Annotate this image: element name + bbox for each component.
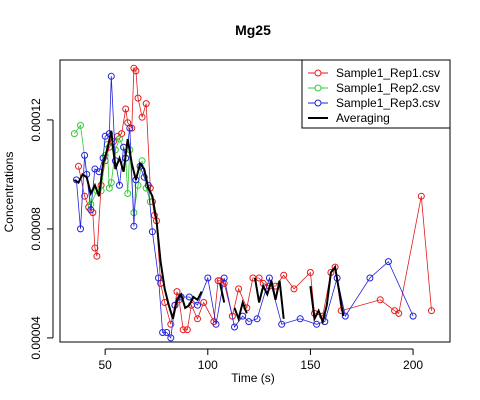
data-point bbox=[384, 258, 392, 266]
data-point bbox=[417, 192, 425, 200]
legend-swatch-point bbox=[314, 99, 322, 107]
data-point bbox=[155, 274, 162, 282]
data-point bbox=[245, 318, 253, 326]
data-point bbox=[97, 187, 105, 195]
data-point bbox=[91, 244, 99, 252]
data-point bbox=[395, 309, 403, 317]
data-point bbox=[93, 252, 101, 260]
data-point bbox=[130, 222, 138, 230]
data-point bbox=[278, 320, 286, 328]
data-point bbox=[140, 173, 148, 181]
y-axis-label: Concentrations bbox=[2, 152, 16, 233]
series-line bbox=[76, 76, 414, 339]
data-point bbox=[212, 320, 220, 328]
data-point bbox=[220, 279, 228, 287]
x-tick-label: 150 bbox=[300, 358, 320, 372]
data-point bbox=[235, 285, 243, 293]
legend-entry: Sample1_Rep2.csv bbox=[336, 81, 440, 95]
data-point bbox=[130, 209, 138, 217]
data-point bbox=[231, 323, 238, 331]
data-point bbox=[116, 181, 123, 189]
data-point bbox=[200, 299, 208, 306]
data-point bbox=[173, 288, 181, 296]
data-point bbox=[214, 277, 222, 285]
data-point bbox=[255, 274, 263, 282]
data-point bbox=[228, 312, 236, 320]
data-point bbox=[265, 274, 273, 282]
legend-entry: Sample1_Rep1.csv bbox=[336, 66, 440, 80]
data-point bbox=[163, 329, 171, 336]
x-axis-label: Time (s) bbox=[231, 371, 275, 385]
data-point bbox=[253, 315, 261, 323]
data-point bbox=[126, 124, 134, 132]
data-point bbox=[70, 130, 78, 138]
data-point bbox=[107, 179, 115, 187]
data-point bbox=[132, 67, 140, 75]
data-point bbox=[296, 315, 304, 323]
y-tick-label: 0.00008 bbox=[29, 207, 43, 251]
data-point bbox=[124, 190, 132, 197]
data-point bbox=[183, 326, 191, 334]
data-point bbox=[290, 285, 298, 293]
data-point bbox=[194, 315, 201, 323]
data-point bbox=[77, 121, 84, 129]
x-tick-label: 200 bbox=[403, 358, 423, 372]
y-tick-label: 0.00004 bbox=[29, 316, 43, 360]
legend-swatch-point bbox=[314, 69, 322, 77]
x-tick-label: 100 bbox=[198, 358, 218, 372]
data-point bbox=[194, 301, 201, 309]
data-point bbox=[134, 94, 142, 102]
data-point bbox=[87, 206, 95, 214]
data-point bbox=[107, 72, 115, 80]
data-point bbox=[148, 228, 156, 236]
x-axis: 50 100 150 200 bbox=[98, 348, 423, 372]
legend-entry: Averaging bbox=[336, 111, 390, 125]
plot-frame bbox=[59, 59, 451, 343]
legend-box bbox=[301, 59, 451, 129]
data-point bbox=[366, 274, 374, 282]
average-line-segment bbox=[73, 130, 203, 320]
data-point bbox=[167, 334, 175, 342]
data-point bbox=[81, 151, 89, 159]
legend-entry: Sample1_Rep3.csv bbox=[336, 96, 440, 110]
data-point bbox=[116, 135, 123, 143]
data-point bbox=[128, 124, 136, 132]
data-point bbox=[159, 329, 167, 336]
data-point bbox=[204, 274, 212, 282]
data-point bbox=[280, 271, 288, 279]
data-point bbox=[75, 162, 82, 170]
average-line-segment bbox=[254, 277, 285, 319]
series-4 bbox=[73, 130, 345, 325]
data-point bbox=[167, 320, 175, 328]
data-point bbox=[77, 225, 84, 233]
average-line-segment bbox=[309, 264, 345, 325]
data-point bbox=[306, 269, 314, 276]
data-point bbox=[138, 113, 146, 121]
data-point bbox=[313, 320, 321, 328]
y-axis: 0.00004 0.00008 0.00012 bbox=[29, 98, 54, 360]
legend-swatch-point bbox=[314, 84, 322, 92]
data-point bbox=[409, 312, 417, 320]
series-layer bbox=[70, 64, 435, 342]
data-point bbox=[179, 326, 187, 334]
data-point bbox=[81, 192, 89, 200]
chart-title: Mg25 bbox=[235, 22, 271, 38]
data-point bbox=[428, 307, 435, 315]
x-tick-label: 50 bbox=[98, 358, 112, 372]
data-point bbox=[220, 274, 228, 282]
data-point bbox=[376, 296, 384, 304]
y-tick-label: 0.00012 bbox=[29, 98, 43, 142]
data-point bbox=[142, 100, 150, 108]
legend: Sample1_Rep1.csvSample1_Rep2.csvSample1_… bbox=[301, 59, 451, 129]
data-point bbox=[122, 105, 130, 113]
average-line-segment bbox=[219, 283, 226, 303]
average-line-segment bbox=[233, 299, 248, 323]
